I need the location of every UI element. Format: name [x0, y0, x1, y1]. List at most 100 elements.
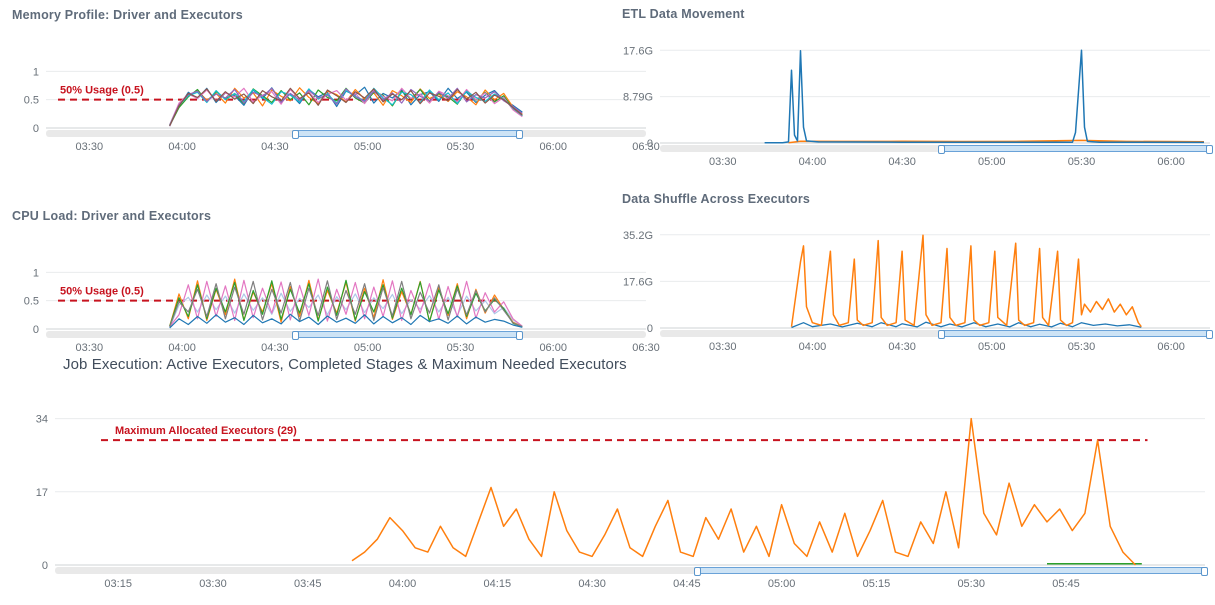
scrollbar-selection[interactable] [292, 130, 523, 139]
x-tick-label: 05:30 [447, 141, 475, 153]
series-line [169, 278, 523, 328]
x-tick-label: 04:00 [389, 578, 417, 590]
x-tick-label: 05:30 [957, 578, 985, 590]
x-tick-label: 06:00 [539, 342, 567, 354]
x-tick-label: 05:00 [354, 141, 382, 153]
scrollbar-selection[interactable] [937, 330, 1213, 339]
x-tick-label: 03:30 [199, 578, 227, 590]
x-tick-label: 06:00 [1157, 156, 1185, 168]
x-tick-label: 03:30 [76, 342, 104, 354]
y-tick-label: 17 [36, 487, 48, 499]
x-tick-label: 06:30 [632, 342, 660, 354]
series-line [351, 417, 1137, 566]
x-tick-label: 06:30 [632, 141, 660, 153]
scrollbar-right-handle[interactable] [1206, 145, 1213, 154]
data-shuffle-chart: Data Shuffle Across Executors 0 17.6G 35.2… [615, 185, 1215, 363]
x-tick-label: 03:30 [709, 341, 737, 353]
x-tick-label: 05:30 [1068, 156, 1096, 168]
etl-time-scrollbar[interactable] [660, 145, 1213, 154]
shuffle-chart-canvas: 0 17.6G 35.2G 03:30 04:00 04:30 05:00 05:30 06:0… [623, 230, 1210, 353]
x-tick-label: 05:00 [768, 578, 796, 590]
scrollbar-left-handle[interactable] [292, 130, 299, 139]
series-line [169, 313, 523, 329]
x-tick-label: 06:00 [1157, 341, 1185, 353]
etl-chart-title: ETL Data Movement [622, 7, 745, 21]
y-tick-label: 1 [33, 66, 39, 78]
shuffle-chart-title: Data Shuffle Across Executors [622, 192, 811, 206]
job-execution-chart: Job Execution: Active Executors, Complet… [0, 352, 1215, 602]
x-tick-label: 03:15 [104, 578, 132, 590]
job-execution-chart-title: Job Execution: Active Executors, Complet… [63, 356, 627, 373]
cpu-chart-title: CPU Load: Driver and Executors [12, 209, 212, 223]
x-tick-label: 05:00 [978, 156, 1006, 168]
scrollbar-right-handle[interactable] [516, 331, 523, 340]
series-line [764, 49, 1205, 144]
shuffle-time-scrollbar[interactable] [660, 330, 1213, 339]
cpu-time-scrollbar[interactable] [46, 331, 646, 340]
cpu-chart-canvas: 0 0.5 1 03:30 04:00 04:30 05:00 05:30 06:00 06:30… [24, 267, 660, 354]
memory-chart-canvas: 0 0.5 1 03:30 04:00 04:30 05:00 05:30 06:00 06:30… [24, 66, 660, 153]
x-tick-label: 04:30 [888, 341, 916, 353]
y-tick-label: 0 [647, 138, 653, 150]
x-tick-label: 03:45 [294, 578, 322, 590]
x-tick-label: 05:00 [354, 342, 382, 354]
memory-time-scrollbar[interactable] [46, 130, 646, 139]
threshold-label: 50% Usage (0.5) [60, 286, 144, 298]
memory-profile-chart: Memory Profile: Driver and Executors 0 0.… [2, 2, 662, 170]
scrollbar-right-handle[interactable] [1206, 330, 1213, 339]
scrollbar-right-handle[interactable] [516, 130, 523, 139]
x-tick-label: 04:30 [261, 342, 289, 354]
threshold-label: 50% Usage (0.5) [60, 85, 144, 97]
y-tick-label: 17.6G [623, 276, 653, 288]
series-line [790, 234, 1142, 328]
x-tick-label: 05:30 [1068, 341, 1096, 353]
x-tick-label: 04:30 [888, 156, 916, 168]
etl-chart-canvas: 0 8.79G 17.6G 03:30 04:00 04:30 05:00 05:30 06:0… [623, 45, 1210, 168]
y-tick-label: 1 [33, 267, 39, 279]
x-tick-label: 06:00 [539, 141, 567, 153]
y-tick-label: 17.6G [623, 45, 653, 57]
scrollbar-selection[interactable] [292, 331, 523, 340]
y-tick-label: 34 [36, 414, 48, 426]
x-tick-label: 05:00 [978, 341, 1006, 353]
x-tick-label: 05:15 [863, 578, 891, 590]
x-tick-label: 05:45 [1052, 578, 1080, 590]
y-tick-label: 35.2G [623, 230, 653, 242]
cpu-load-chart: CPU Load: Driver and Executors 0 0.5 1 03:3… [2, 203, 662, 371]
series-line [791, 321, 1142, 329]
jobexec-time-scrollbar[interactable] [55, 567, 1208, 576]
y-tick-label: 0 [33, 123, 39, 135]
scrollbar-left-handle[interactable] [937, 145, 945, 154]
x-tick-label: 04:00 [799, 341, 827, 353]
x-tick-label: 04:30 [578, 578, 606, 590]
x-tick-label: 04:30 [261, 141, 289, 153]
y-tick-label: 0 [33, 324, 39, 336]
series-line [169, 280, 523, 328]
scrollbar-right-handle[interactable] [1200, 567, 1208, 576]
scrollbar-left-handle[interactable] [693, 567, 701, 576]
scrollbar-selection[interactable] [693, 567, 1208, 576]
x-tick-label: 05:30 [447, 342, 475, 354]
series-line [169, 87, 523, 127]
y-tick-label: 0.5 [24, 296, 39, 308]
y-tick-label: 0 [42, 560, 48, 572]
y-tick-label: 0.5 [24, 95, 39, 107]
x-tick-label: 04:00 [168, 342, 196, 354]
x-tick-label: 04:15 [484, 578, 512, 590]
x-tick-label: 04:00 [799, 156, 827, 168]
x-tick-label: 04:45 [673, 578, 701, 590]
memory-chart-title: Memory Profile: Driver and Executors [12, 8, 243, 22]
etl-data-movement-chart: ETL Data Movement 0 8.79G 17.6G 03:30 04:00 0… [615, 0, 1215, 178]
scrollbar-left-handle[interactable] [292, 331, 299, 340]
threshold-label: Maximum Allocated Executors (29) [115, 425, 297, 437]
scrollbar-selection[interactable] [937, 145, 1213, 154]
jobexec-chart-canvas: 0 17 34 03:15 03:30 03:45 04:00 04:15 04:30 04:45… [36, 414, 1205, 590]
series-line [169, 87, 523, 126]
y-tick-label: 0 [647, 323, 653, 335]
y-tick-label: 8.79G [623, 92, 653, 104]
scrollbar-left-handle[interactable] [937, 330, 945, 339]
x-tick-label: 04:00 [168, 141, 196, 153]
x-tick-label: 03:30 [709, 156, 737, 168]
x-tick-label: 03:30 [76, 141, 104, 153]
